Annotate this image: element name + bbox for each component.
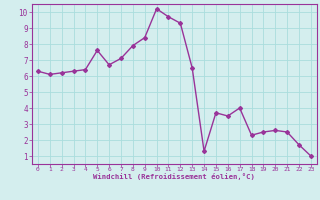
X-axis label: Windchill (Refroidissement éolien,°C): Windchill (Refroidissement éolien,°C) xyxy=(93,173,255,180)
